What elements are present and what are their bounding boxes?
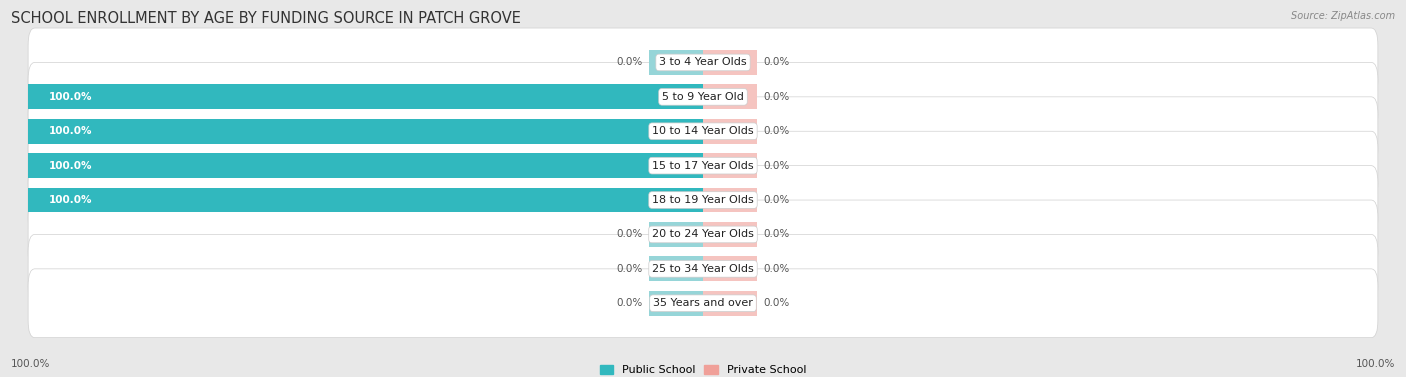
FancyBboxPatch shape [28, 269, 1378, 338]
Bar [28, 119, 703, 144]
Text: 15 to 17 Year Olds: 15 to 17 Year Olds [652, 161, 754, 171]
Text: 25 to 34 Year Olds: 25 to 34 Year Olds [652, 264, 754, 274]
Text: 100.0%: 100.0% [48, 161, 91, 171]
Text: 5 to 9 Year Old: 5 to 9 Year Old [662, 92, 744, 102]
Text: 0.0%: 0.0% [763, 57, 790, 67]
Text: 0.0%: 0.0% [763, 126, 790, 136]
Text: 100.0%: 100.0% [48, 92, 91, 102]
Bar [28, 188, 703, 212]
Bar [703, 188, 756, 212]
Bar [703, 84, 756, 109]
Text: 0.0%: 0.0% [616, 230, 643, 239]
FancyBboxPatch shape [28, 63, 1378, 131]
Text: 35 Years and over: 35 Years and over [652, 298, 754, 308]
Text: 0.0%: 0.0% [616, 298, 643, 308]
FancyBboxPatch shape [28, 131, 1378, 200]
Text: 0.0%: 0.0% [616, 264, 643, 274]
Text: 0.0%: 0.0% [763, 264, 790, 274]
Text: Source: ZipAtlas.com: Source: ZipAtlas.com [1291, 11, 1395, 21]
Bar [650, 256, 703, 281]
Text: 18 to 19 Year Olds: 18 to 19 Year Olds [652, 195, 754, 205]
Bar [28, 153, 703, 178]
Text: 0.0%: 0.0% [763, 161, 790, 171]
FancyBboxPatch shape [28, 234, 1378, 303]
Text: 100.0%: 100.0% [48, 195, 91, 205]
Bar [703, 291, 756, 316]
Text: 3 to 4 Year Olds: 3 to 4 Year Olds [659, 57, 747, 67]
FancyBboxPatch shape [28, 97, 1378, 166]
Bar [703, 222, 756, 247]
FancyBboxPatch shape [28, 28, 1378, 97]
Bar [650, 291, 703, 316]
Text: 100.0%: 100.0% [11, 359, 51, 369]
Bar [650, 50, 703, 75]
Bar [703, 153, 756, 178]
Text: 0.0%: 0.0% [763, 92, 790, 102]
Text: 20 to 24 Year Olds: 20 to 24 Year Olds [652, 230, 754, 239]
Legend: Public School, Private School: Public School, Private School [600, 365, 806, 375]
Bar [703, 50, 756, 75]
Text: 10 to 14 Year Olds: 10 to 14 Year Olds [652, 126, 754, 136]
Text: 0.0%: 0.0% [763, 195, 790, 205]
Text: SCHOOL ENROLLMENT BY AGE BY FUNDING SOURCE IN PATCH GROVE: SCHOOL ENROLLMENT BY AGE BY FUNDING SOUR… [11, 11, 522, 26]
Text: 0.0%: 0.0% [616, 57, 643, 67]
Bar [650, 222, 703, 247]
Text: 0.0%: 0.0% [763, 298, 790, 308]
Bar [703, 119, 756, 144]
Text: 100.0%: 100.0% [1355, 359, 1395, 369]
FancyBboxPatch shape [28, 200, 1378, 269]
Bar [703, 256, 756, 281]
FancyBboxPatch shape [28, 166, 1378, 234]
Text: 0.0%: 0.0% [763, 230, 790, 239]
Text: 100.0%: 100.0% [48, 126, 91, 136]
Bar [28, 84, 703, 109]
